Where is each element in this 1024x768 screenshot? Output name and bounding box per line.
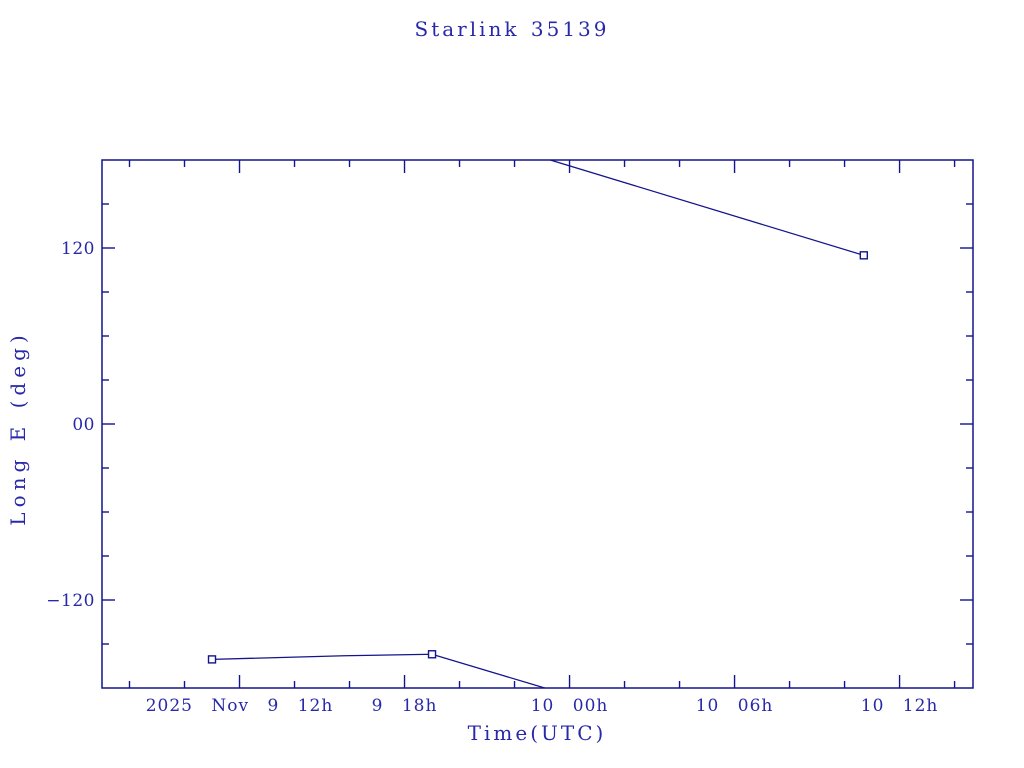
chart-title: Starlink 35139	[414, 17, 610, 41]
x-tick-label: 2025 Nov 9 12h	[146, 696, 334, 716]
x-tick-label: 10 06h	[696, 696, 774, 716]
longitude-track-segment-2	[550, 159, 865, 256]
y-tick-label: 00	[72, 415, 95, 435]
y-tick-label: 120	[61, 239, 95, 259]
y-tick-label: −120	[46, 591, 95, 611]
x-tick-label: 10 00h	[531, 696, 609, 716]
x-axis-title: Time(UTC)	[467, 721, 607, 745]
data-point-marker	[427, 650, 437, 659]
x-tick-label: 9 18h	[372, 696, 438, 716]
x-tick-label: 10 12h	[861, 696, 939, 716]
plot-frame	[101, 159, 974, 689]
data-point-marker	[859, 251, 869, 260]
data-point-marker	[207, 655, 217, 664]
longitude-track-segment-1	[211, 653, 545, 689]
